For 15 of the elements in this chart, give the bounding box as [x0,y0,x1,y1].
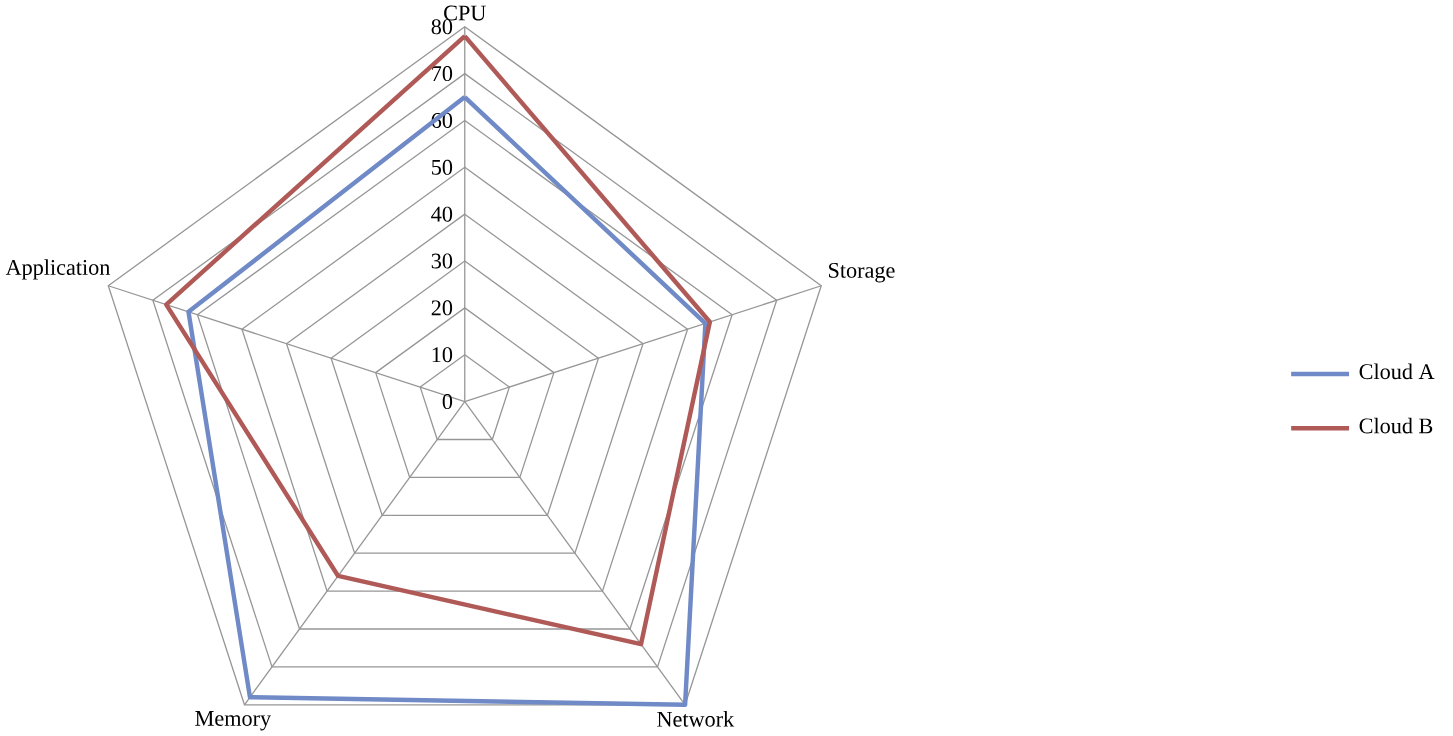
y-tick-label: 50 [432,159,453,175]
spoke-label: Application [5,259,111,280]
y-tick-label: 80 [431,19,453,35]
y-tick-label: 70 [432,66,453,82]
spoke-label: CPU [444,5,486,21]
spoke-label: Storage [829,262,895,283]
legend-label: Cloud B [1359,417,1433,434]
y-tick-label: 30 [431,253,453,269]
spoke-label: Network [657,711,735,727]
y-tick-label: 10 [432,347,453,363]
y-tick-label: 0 [442,394,453,410]
y-tick-label: 20 [431,300,453,316]
legend-label: Cloud A [1359,363,1435,380]
spoke-label: Memory [195,711,272,731]
y-tick-label: 40 [431,206,453,222]
